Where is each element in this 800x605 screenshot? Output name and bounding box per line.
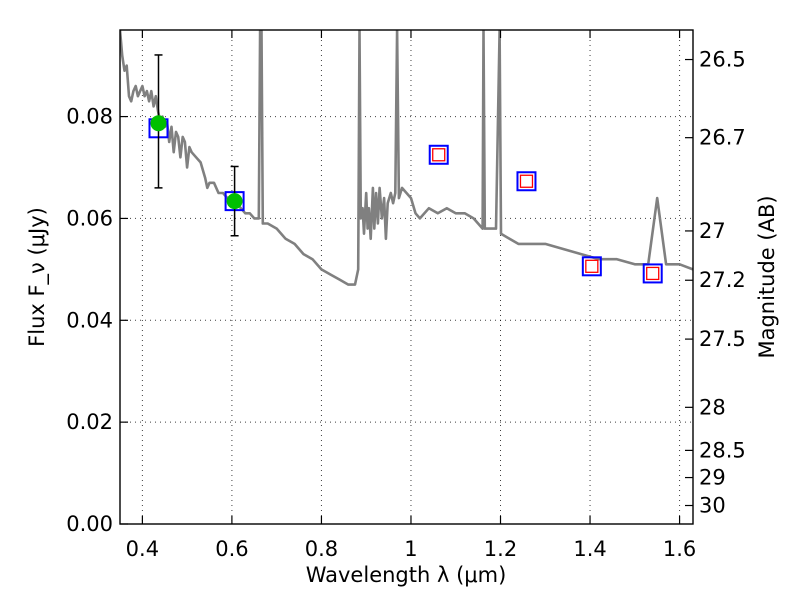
y-tick-label: 0.04 <box>66 308 113 332</box>
axis-ticks: 0.4 0.6 0.8 1 1.2 1.4 1.6 0.00 0.02 0.04 0.06 0.08 2… <box>66 30 746 561</box>
y2-tick-label: 29 <box>699 466 726 490</box>
upper-limit-square <box>432 148 446 162</box>
model-flux-square <box>516 171 537 192</box>
model-flux-square <box>642 263 663 284</box>
y2-tick-label: 26.7 <box>699 126 746 150</box>
y-axis-label: Flux F_ν (μJy) <box>25 207 50 347</box>
x-tick-label: 1 <box>404 537 417 561</box>
y2-tick-label: 28.5 <box>699 438 746 462</box>
observed-flux-point <box>150 115 167 132</box>
x-tick-label: 1.2 <box>484 537 517 561</box>
y-tick-label: 0.08 <box>66 105 113 129</box>
y2-tick-label: 27.2 <box>699 268 746 292</box>
y-tick-label: 0.00 <box>66 512 113 536</box>
y2-tick-label: 26.5 <box>699 48 746 72</box>
y2-tick-label: 27 <box>699 219 726 243</box>
observed-flux-point <box>226 193 243 210</box>
x-tick-label: 1.6 <box>663 537 696 561</box>
y2-tick-label: 30 <box>699 494 726 518</box>
x-tick-label: 0.4 <box>126 537 159 561</box>
y2-tick-label: 28 <box>699 395 726 419</box>
grid-lines <box>120 30 693 524</box>
x-tick-label: 0.8 <box>305 537 338 561</box>
model-spectrum-line <box>120 30 693 286</box>
upper-limit-square <box>646 266 660 281</box>
axes-frame <box>119 29 694 525</box>
upper-limit-square <box>585 259 599 273</box>
y-tick-label: 0.06 <box>66 206 113 230</box>
upper-limit-square <box>519 174 534 188</box>
x-tick-label: 1.4 <box>573 537 606 561</box>
plot-area <box>120 30 693 286</box>
y2-axis-label: Magnitude (AB) <box>755 195 779 358</box>
y-tick-label: 0.02 <box>66 410 113 434</box>
x-tick-label: 0.6 <box>215 537 248 561</box>
y2-tick-label: 27.5 <box>699 327 746 351</box>
model-flux-square <box>581 256 602 277</box>
x-axis-label: Wavelength λ (μm) <box>306 563 507 587</box>
model-flux-square <box>428 144 449 165</box>
